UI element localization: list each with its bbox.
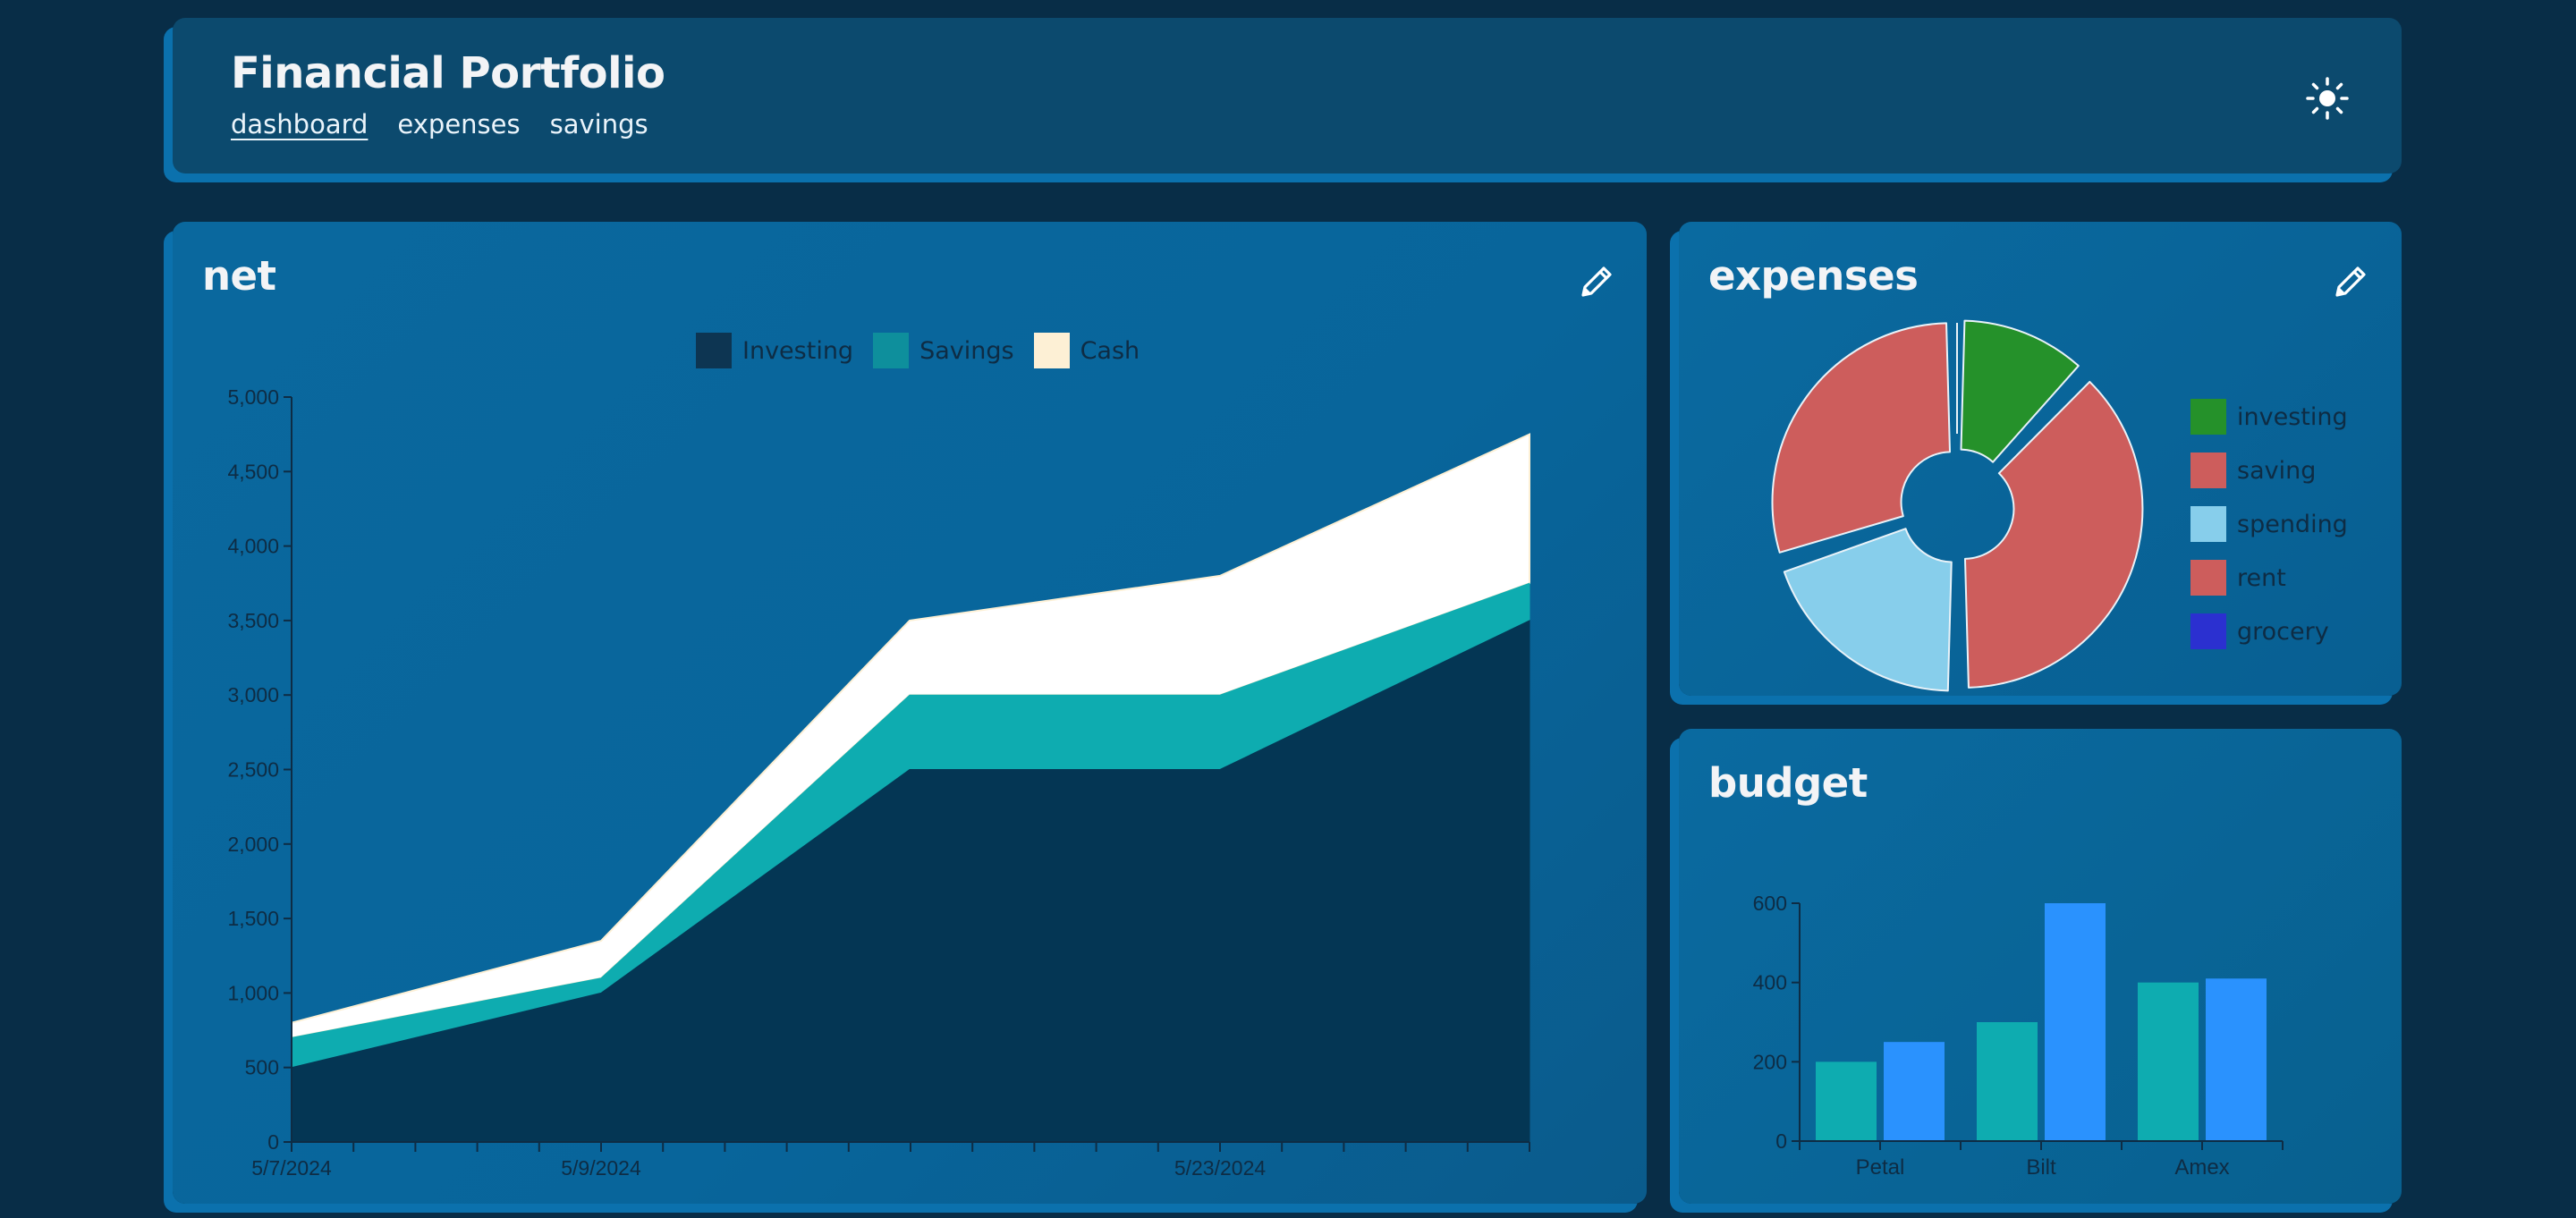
y-tick-label: 500 — [245, 1056, 279, 1079]
nav-savings[interactable]: savings — [549, 109, 648, 140]
app-title: Financial Portfolio — [231, 48, 665, 98]
legend-item[interactable]: grocery — [2190, 605, 2348, 658]
bar — [2138, 982, 2199, 1141]
bar — [1884, 1042, 1945, 1141]
budget-title: budget — [1708, 759, 1868, 807]
y-tick-label: 0 — [267, 1130, 279, 1154]
legend-label: spending — [2237, 510, 2348, 538]
budget-bar-chart: Petal Bilt Amex 0 200 400 600 — [1753, 892, 2284, 1180]
legend-swatch — [873, 333, 910, 368]
legend-swatch — [2190, 613, 2226, 649]
y-tick-label: 0 — [1775, 1129, 1787, 1153]
legend-label: Investing — [742, 336, 854, 365]
legend-item[interactable]: Investing — [696, 333, 853, 368]
legend-label: saving — [2237, 456, 2317, 485]
budget-card: budget Petal Bilt Amex 0 200 400 600 — [1679, 729, 2402, 1204]
pie-slice-saving — [1963, 380, 2144, 689]
y-tick-label: 200 — [1753, 1050, 1787, 1073]
y-tick-label: 600 — [1753, 892, 1787, 915]
pencil-icon[interactable] — [1578, 261, 1617, 300]
legend-item[interactable]: Cash — [1033, 333, 1140, 368]
expenses-title: expenses — [1708, 252, 1919, 300]
legend-item[interactable]: Savings — [873, 333, 1014, 368]
legend-swatch — [696, 333, 732, 368]
main-nav: dashboard expenses savings — [231, 109, 648, 140]
legend-item[interactable]: saving — [2190, 444, 2348, 497]
x-tick-label: 5/9/2024 — [561, 1156, 641, 1180]
net-card: net Investing Savings Cash 0 500 1,000 1,50… — [173, 222, 1647, 1204]
net-legend: Investing Savings Cash — [696, 333, 1159, 368]
pencil-icon[interactable] — [2332, 261, 2371, 300]
legend-item[interactable]: spending — [2190, 497, 2348, 551]
expenses-legend: investing saving spending rent grocery — [2190, 390, 2348, 658]
x-tick-label: Amex — [2174, 1155, 2229, 1180]
y-tick-label: 2,500 — [227, 758, 279, 782]
legend-item[interactable]: rent — [2190, 551, 2348, 605]
legend-swatch — [2190, 560, 2226, 596]
y-tick-label: 5,000 — [227, 385, 279, 409]
sun-icon[interactable] — [2305, 76, 2350, 121]
y-tick-label: 1,500 — [227, 907, 279, 930]
bar — [2045, 903, 2106, 1141]
pie-slice-investing — [1960, 319, 2080, 463]
bar — [1977, 1022, 2038, 1141]
legend-swatch — [2190, 506, 2226, 542]
legend-label: Savings — [919, 336, 1014, 365]
x-tick-label: 5/7/2024 — [251, 1156, 332, 1180]
nav-dashboard[interactable]: dashboard — [231, 109, 369, 140]
y-tick-label: 4,000 — [227, 535, 279, 558]
expenses-pie-chart — [1771, 319, 2144, 692]
app-header: Financial Portfolio dashboard expenses s… — [173, 18, 2402, 173]
bar — [2206, 978, 2267, 1141]
y-tick-label: 4,500 — [227, 460, 279, 483]
y-tick-label: 2,000 — [227, 833, 279, 856]
nav-expenses[interactable]: expenses — [397, 109, 521, 140]
net-area-chart: 0 500 1,000 1,500 2,000 2,500 3,000 3,500 4,000 4… — [227, 385, 1530, 1180]
bar — [1816, 1062, 1877, 1141]
x-tick-label: 5/23/2024 — [1174, 1156, 1267, 1180]
legend-swatch — [2190, 453, 2226, 488]
legend-swatch — [2190, 399, 2226, 435]
legend-item[interactable]: investing — [2190, 390, 2348, 444]
x-tick-label: Petal — [1856, 1155, 1905, 1180]
net-title: net — [202, 252, 276, 300]
x-tick-label: Bilt — [2026, 1155, 2056, 1180]
legend-label: Cash — [1080, 336, 1140, 365]
legend-label: grocery — [2237, 617, 2329, 646]
y-tick-label: 3,500 — [227, 609, 279, 632]
legend-label: rent — [2237, 563, 2286, 592]
y-tick-label: 400 — [1753, 971, 1787, 994]
pie-slice-spending — [1783, 528, 1953, 692]
legend-swatch — [1033, 333, 1070, 368]
pie-slice-rent — [1771, 322, 1951, 554]
expenses-card: expenses investing saving spending rent … — [1679, 222, 2402, 696]
y-tick-label: 3,000 — [227, 683, 279, 706]
legend-label: investing — [2237, 402, 2348, 431]
y-tick-label: 1,000 — [227, 981, 279, 1004]
